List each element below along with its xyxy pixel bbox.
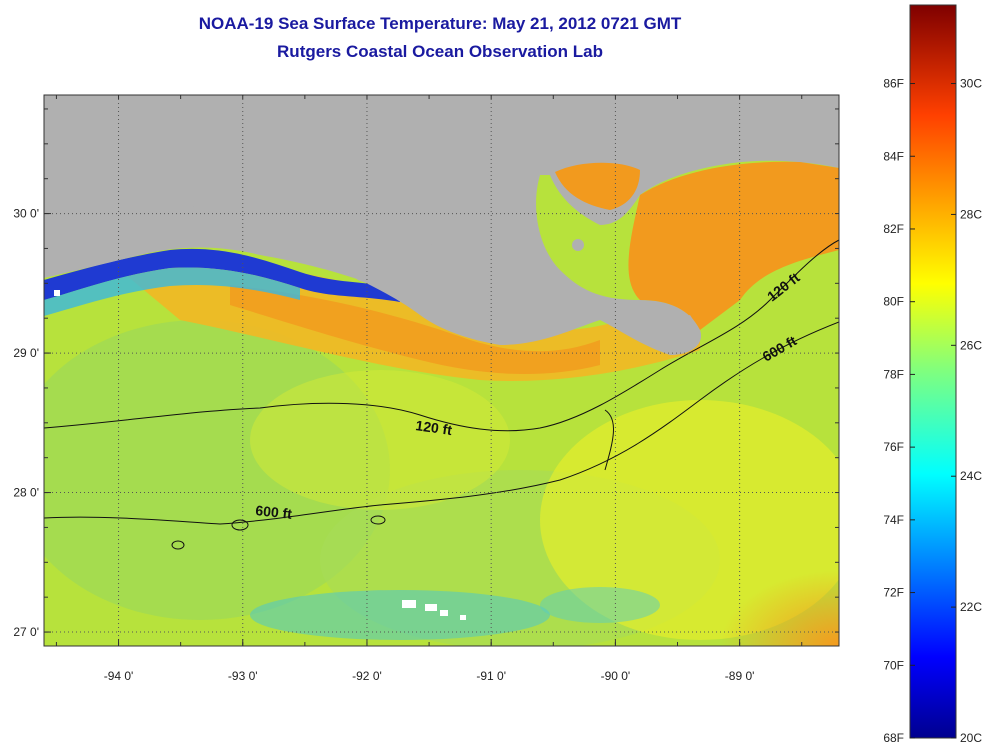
lon-tick-label: -90 0' (601, 669, 631, 683)
map-title: NOAA-19 Sea Surface Temperature: May 21,… (198, 14, 682, 33)
colorbar-c-label: 30C (960, 77, 982, 91)
map-graticule (44, 95, 839, 646)
cool-patch-south (250, 590, 550, 640)
colorbar-f-label: 76F (883, 440, 904, 454)
lon-tick-label: -89 0' (725, 669, 755, 683)
lat-tick-label: 29 0' (13, 346, 39, 360)
cyan-nearshore-fringe (44, 267, 300, 316)
colorbar-ticks: 86F 84F 82F 80F 78F 76F 74F 72F 70F 68F 30C 28C 26C 2… (883, 77, 982, 745)
sea-patch-yellow-2 (250, 370, 510, 510)
colorbar-f-label: 86F (883, 77, 904, 91)
warm-coastal-band-core (230, 285, 600, 375)
lon-tick-label: -91 0' (476, 669, 506, 683)
colorbar-c-label: 22C (960, 600, 982, 614)
cloud-mask-pixels (54, 290, 466, 620)
colorbar-c-label: 26C (960, 338, 982, 352)
lon-tick-label: -94 0' (104, 669, 134, 683)
map-axis-labels: -94 0' -93 0' -92 0' -91 0' -90 0' -89 0' 30 0… (13, 95, 839, 683)
colorbar-c-label: 24C (960, 469, 982, 483)
lat-tick-label: 30 0' (13, 207, 39, 221)
colorbar-f-label: 72F (883, 586, 904, 600)
land-delta (666, 315, 701, 355)
contour-small-loop (231, 519, 249, 531)
colorbar-f-label: 82F (883, 222, 904, 236)
warm-bay-east (555, 162, 640, 210)
colorbar-f-label: 78F (883, 367, 904, 381)
island (572, 239, 584, 251)
colorbar-f-label: 84F (883, 149, 904, 163)
colorbar-c-label: 20C (960, 731, 982, 745)
map-frame (43, 94, 840, 647)
map-panel: 120 ft 600 ft 120 ft 600 ft (44, 95, 839, 646)
contour-small-loop (171, 540, 185, 550)
lon-tick-label: -92 0' (352, 669, 382, 683)
contour-600ft-south-loop (604, 409, 614, 471)
colorbar-f-label: 70F (883, 658, 904, 672)
colorbar (909, 4, 957, 739)
contour-600ft (44, 321, 839, 525)
cool-patch-south-2 (540, 587, 660, 623)
lon-tick-label: -93 0' (228, 669, 258, 683)
colorbar-f-label: 80F (883, 295, 904, 309)
cold-nearshore-strip (44, 248, 400, 302)
contour-120ft-west (44, 239, 839, 432)
contour-small-loop (370, 515, 386, 525)
lat-tick-label: 27 0' (13, 625, 39, 639)
colorbar-f-label: 68F (883, 731, 904, 745)
map-subtitle: Rutgers Coastal Ocean Observation Lab (277, 42, 603, 61)
island (429, 226, 441, 246)
island (255, 223, 275, 233)
contour-label-120ft-west: 120 ft (415, 417, 454, 438)
lat-tick-label: 28 0' (13, 486, 39, 500)
delta-warm-region (628, 161, 839, 330)
island (124, 220, 136, 244)
contour-label-600ft-west: 600 ft (255, 502, 293, 522)
colorbar-c-label: 28C (960, 207, 982, 221)
colorbar-f-label: 74F (883, 513, 904, 527)
island (191, 205, 201, 225)
island (354, 267, 390, 283)
